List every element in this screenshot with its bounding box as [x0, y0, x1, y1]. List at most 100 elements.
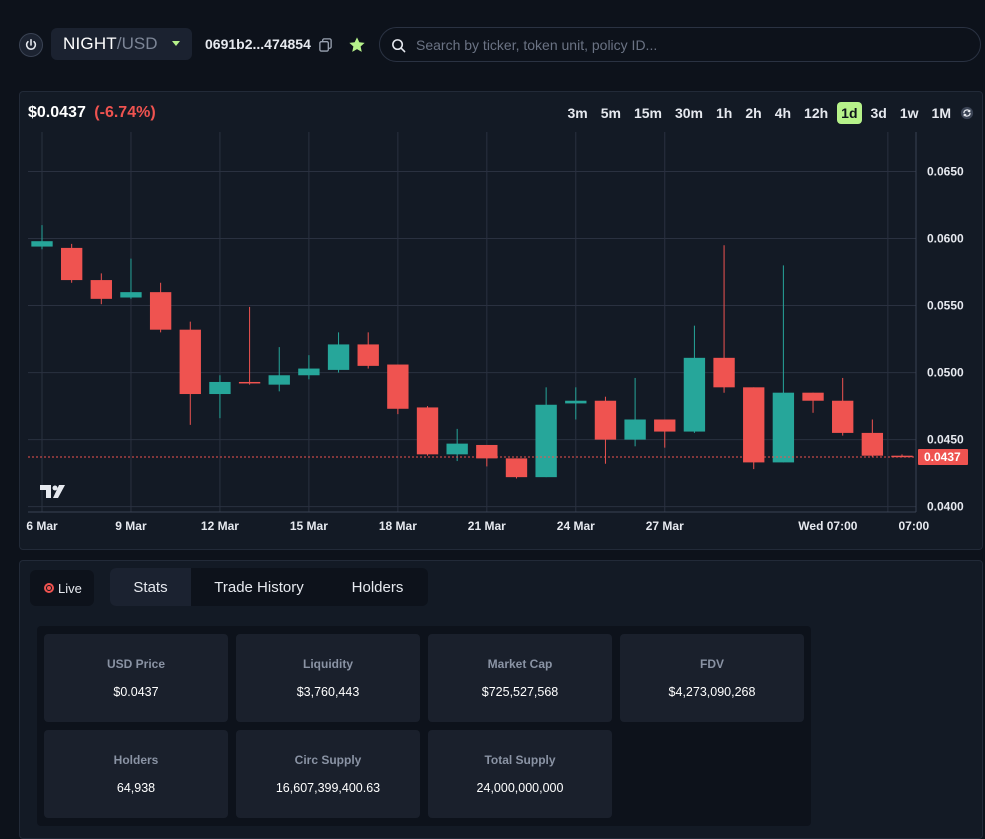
- stats-grid: USD Price $0.0437 Liquidity $3,760,443 M…: [37, 626, 811, 826]
- stat-label: Total Supply: [484, 753, 556, 767]
- candle-body-down: [238, 381, 261, 384]
- pair-base: NIGHT: [63, 34, 117, 53]
- stat-label: FDV: [700, 657, 724, 671]
- timeframe-selector: 3m 5m 15m 30m 1h 2h 4h 12h 1d 3d 1w 1M: [558, 102, 974, 124]
- candlestick-chart[interactable]: 0.0650 0.0600 0.0550 0.0500 0.0450 0.0400 6 Ma…: [20, 92, 984, 551]
- stat-card-total-supply: Total Supply 24,000,000,000: [428, 730, 612, 818]
- candle-body-down: [505, 458, 528, 478]
- candle-body-up: [209, 381, 231, 395]
- x-tick-label: 18 Mar: [379, 519, 417, 533]
- refresh-icon[interactable]: [960, 106, 974, 120]
- candle-body-up: [772, 392, 795, 463]
- stat-card-fdv: FDV $4,273,090,268: [620, 634, 804, 722]
- candle-body-down: [861, 432, 884, 456]
- live-indicator-icon: [44, 583, 54, 593]
- timeframe-1d[interactable]: 1d: [837, 102, 862, 124]
- y-tick-label: 0.0550: [927, 299, 964, 313]
- candle-body-down: [832, 400, 854, 433]
- timeframe-3d[interactable]: 3d: [870, 105, 887, 121]
- x-tick-label: 12 Mar: [201, 519, 239, 533]
- stat-value: $0.0437: [113, 685, 159, 699]
- power-button[interactable]: [19, 33, 43, 57]
- candle-body-up: [535, 404, 557, 478]
- bottom-panel: Live Stats Trade History Holders USD Pri…: [19, 560, 983, 839]
- timeframe-12h[interactable]: 12h: [804, 105, 829, 121]
- search-input[interactable]: [416, 36, 956, 53]
- timeframe-4h[interactable]: 4h: [774, 105, 792, 121]
- stat-card-holders: Holders 64,938: [44, 730, 228, 818]
- y-tick-label: 0.0600: [927, 232, 964, 246]
- candle-body-up: [268, 375, 290, 385]
- timeframe-3m[interactable]: 3m: [567, 105, 588, 121]
- tab-stats[interactable]: Stats: [110, 568, 191, 606]
- candle-body-up: [446, 443, 468, 455]
- timeframe-15m[interactable]: 15m: [633, 105, 662, 121]
- stat-card-liquidity: Liquidity $3,760,443: [236, 634, 420, 722]
- stat-value: 16,607,399,400.63: [275, 781, 381, 795]
- stat-card-usd-price: USD Price $0.0437: [44, 634, 228, 722]
- stat-label: Holders: [113, 753, 159, 767]
- candle-body-up: [327, 344, 350, 370]
- timeframe-2h[interactable]: 2h: [745, 105, 762, 121]
- candle-body-down: [387, 364, 409, 409]
- candle-body-down: [60, 247, 83, 281]
- stat-card-circ-supply: Circ Supply 16,607,399,400.63: [236, 730, 420, 818]
- price-change: (-6.74%): [94, 104, 156, 121]
- candle-body-down: [594, 400, 617, 440]
- tab-holders[interactable]: Holders: [351, 578, 404, 596]
- stat-value: 64,938: [116, 781, 156, 795]
- x-tick-label: 27 Mar: [646, 519, 684, 533]
- candle-body-down: [179, 329, 201, 395]
- candle-body-down: [713, 357, 735, 388]
- timeframe-30m[interactable]: 30m: [674, 105, 704, 121]
- top-bar: NIGHT / USD 0691b2...474854: [0, 0, 985, 88]
- star-icon[interactable]: [348, 36, 366, 54]
- tab-trade-history[interactable]: Trade History: [214, 578, 304, 596]
- live-label: Live: [58, 580, 82, 596]
- stat-value: $3,760,443: [296, 685, 360, 699]
- x-tick-label: 21 Mar: [468, 519, 506, 533]
- stat-value: $725,527,568: [481, 685, 559, 699]
- timeframe-1h[interactable]: 1h: [716, 105, 733, 121]
- timeframe-1w[interactable]: 1w: [899, 105, 919, 121]
- search-icon: [392, 39, 406, 53]
- tradingview-logo-icon: [40, 485, 65, 498]
- chart-panel: 0.0650 0.0600 0.0550 0.0500 0.0450 0.0400 6 Ma…: [19, 91, 983, 550]
- timeframe-1m[interactable]: 1M: [931, 105, 951, 121]
- candle-body-down: [357, 344, 379, 366]
- y-tick-label: 0.0400: [927, 500, 964, 514]
- candle-body-down: [476, 444, 498, 459]
- x-tick-label: 07:00: [899, 519, 930, 533]
- stat-card-market-cap: Market Cap $725,527,568: [428, 634, 612, 722]
- timeframe-5m[interactable]: 5m: [600, 105, 621, 121]
- x-tick-label: 24 Mar: [557, 519, 595, 533]
- candle-body-down: [802, 392, 824, 401]
- candle-body-up: [565, 400, 587, 404]
- pair-separator: /: [116, 34, 122, 53]
- candle-body-up: [120, 292, 142, 298]
- pair-quote: USD: [121, 34, 158, 53]
- search-box[interactable]: [379, 27, 981, 62]
- stat-label: USD Price: [106, 657, 166, 671]
- candle-body-down: [891, 455, 913, 458]
- current-price: $0.0437: [28, 104, 86, 121]
- token-address: 0691b2...474854: [205, 36, 311, 52]
- candle-body-up: [624, 419, 646, 440]
- live-toggle[interactable]: Live: [30, 570, 94, 606]
- candle-body-up: [683, 357, 706, 432]
- x-tick-label: 15 Mar: [290, 519, 328, 533]
- last-price-tag: [918, 449, 968, 466]
- x-tick-label: Wed 07:00: [798, 519, 857, 533]
- stat-value: 24,000,000,000: [476, 781, 564, 795]
- price-header: $0.0437 (-6.74%): [28, 104, 156, 122]
- candle-body-up: [31, 241, 53, 247]
- candle-body-down: [654, 419, 676, 432]
- stat-label: Circ Supply: [294, 753, 362, 767]
- y-tick-label: 0.0500: [927, 366, 964, 380]
- y-tick-label: 0.0450: [927, 433, 964, 447]
- chevron-down-icon: [172, 41, 180, 46]
- power-icon: [25, 38, 37, 50]
- last-price-label: 0.0437: [924, 450, 961, 464]
- copy-icon[interactable]: [318, 37, 333, 52]
- pair-selector[interactable]: NIGHT / USD: [51, 28, 192, 60]
